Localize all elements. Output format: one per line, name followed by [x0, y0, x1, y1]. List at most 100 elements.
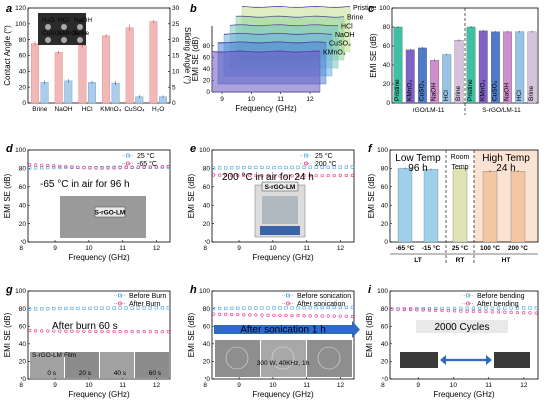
y-axis-label: EMI SE (dB) — [3, 173, 12, 218]
y-tick-label: 40 — [381, 341, 389, 348]
data-point — [350, 165, 354, 169]
data-point — [314, 174, 318, 178]
data-point — [503, 306, 507, 310]
emi-bar — [482, 171, 498, 243]
series-line — [241, 6, 351, 8]
data-point — [478, 309, 482, 314]
y-tick-label: 60 — [381, 323, 389, 330]
panel-c: 0 20 40 60 80 100 EMI SE (dB) Pristine KMnO₄ CuSO… — [369, 5, 539, 115]
data-point — [338, 165, 342, 169]
x-tick-label: 11 — [119, 245, 126, 252]
x-tick-label: 11 — [303, 245, 310, 252]
data-point — [308, 306, 312, 310]
data-point — [248, 313, 252, 317]
x-tick-label: 9 — [53, 382, 57, 389]
y-tick-label: 80 — [19, 37, 27, 44]
data-point — [118, 166, 122, 170]
condition-annotation: 200 °C in air for 24 h — [222, 172, 314, 183]
droplet-label: CuSO₄ — [42, 30, 63, 37]
data-point — [440, 306, 444, 311]
data-point — [332, 305, 336, 310]
data-point — [260, 313, 264, 317]
x-tick-label: CuSO₄ — [124, 106, 145, 113]
x-tick-label: 12 — [337, 382, 345, 389]
data-point — [332, 314, 336, 318]
data-point — [166, 306, 170, 310]
droplet — [61, 24, 67, 30]
x-tick-label: NaOH — [54, 106, 72, 113]
data-point — [338, 173, 342, 178]
series-label: NaOH — [335, 32, 354, 39]
data-point — [254, 174, 258, 178]
y-tick-label: 80 — [383, 24, 391, 31]
sliding-angle-bar — [40, 82, 49, 104]
y-tick-label: 40 — [203, 341, 211, 348]
section-subtitle: 24 h — [496, 163, 515, 174]
x-tick-label: 10 — [248, 96, 256, 103]
data-point — [320, 174, 324, 178]
data-point — [112, 166, 116, 170]
x-axis-label: Frequency (GHz) — [433, 390, 495, 399]
data-point — [40, 307, 44, 311]
legend-entry: After sonication — [297, 301, 345, 308]
data-point — [52, 306, 56, 311]
data-point — [236, 166, 240, 170]
contact-angle-bar — [149, 21, 158, 104]
data-point — [522, 306, 526, 310]
data-point — [290, 306, 294, 310]
burn-frame-label: 40 s — [114, 370, 127, 377]
series-label: Brine — [347, 15, 363, 22]
y-axis-label: Contact Angle (°) — [3, 25, 12, 86]
burn-frame-label: 60 s — [149, 370, 162, 377]
data-point — [130, 306, 134, 310]
x-tick-label: 12 — [520, 382, 528, 389]
y-tick-label: 20 — [381, 221, 389, 228]
data-point — [302, 165, 306, 169]
panel-label-b: b — [190, 3, 197, 15]
data-point — [308, 314, 312, 318]
data-point — [242, 173, 246, 178]
data-point — [326, 314, 330, 318]
y-tick-label: 0 — [206, 376, 210, 383]
data-point — [332, 173, 336, 178]
y-tick-label: 20 — [19, 84, 27, 91]
data-point — [70, 329, 74, 333]
y-tick-label: 80 — [203, 166, 211, 173]
x-tick-label: 8 — [203, 382, 207, 389]
data-point — [390, 307, 394, 311]
data-point — [434, 308, 438, 312]
data-point — [471, 306, 476, 310]
data-point — [224, 312, 228, 316]
bend-arrowhead-left — [440, 355, 446, 365]
panel-label-e: e — [190, 143, 196, 155]
bar-category-label: NaOH — [431, 83, 438, 101]
data-point — [534, 306, 538, 310]
clamp-left — [400, 352, 438, 368]
data-point — [284, 313, 288, 318]
data-point — [515, 306, 519, 310]
x-tick-label: 8 — [19, 382, 23, 389]
data-point — [344, 173, 348, 178]
legend-entry: Before sonication — [297, 293, 351, 300]
data-point — [64, 306, 68, 311]
data-point — [248, 165, 252, 170]
data-point — [28, 166, 32, 170]
y-tick-label: 0 — [386, 100, 390, 107]
data-point — [154, 165, 158, 169]
x-tick-label: 100 °C — [480, 244, 500, 252]
y-axis-label: EMI SE (dB) — [187, 173, 196, 218]
data-point — [130, 165, 134, 170]
data-point — [503, 310, 507, 314]
data-point — [218, 306, 222, 311]
burn-frame-photo — [65, 352, 99, 378]
y2-tick-label: 15 — [172, 53, 180, 60]
sample-tag — [261, 181, 299, 192]
droplet — [61, 37, 67, 43]
data-point — [118, 306, 122, 310]
data-point — [118, 329, 122, 334]
y2-tick-label: 10 — [172, 69, 180, 76]
x-tick-label: 10 — [85, 245, 93, 252]
data-point — [248, 173, 252, 178]
bar-category-label: CuSO₄ — [418, 80, 425, 101]
series-line — [229, 24, 338, 27]
